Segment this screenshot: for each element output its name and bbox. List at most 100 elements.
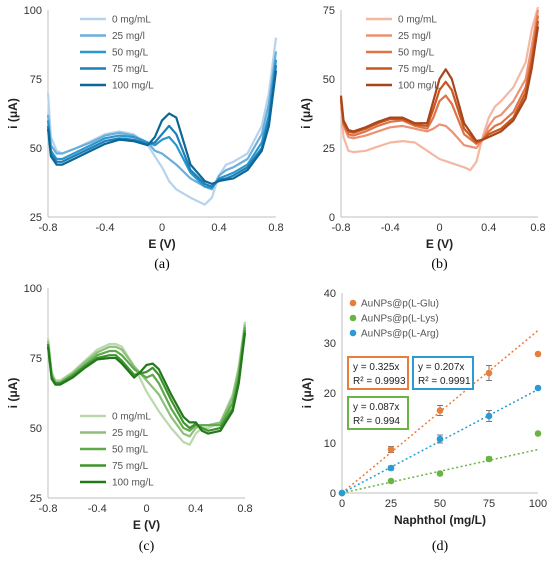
data-point [387, 446, 395, 453]
equation-text: y = 0.207x [418, 362, 464, 373]
x-tick-label: -0.4 [96, 222, 115, 234]
series-line [46, 321, 247, 446]
x-tick-label: -0.4 [381, 222, 400, 234]
series-line [339, 9, 540, 150]
y-tick-label: 75 [30, 74, 42, 86]
data-point [534, 430, 542, 437]
legend-entry: 25 mg/L [112, 428, 149, 439]
legend-entry: AuNPs@p(L-Lys) [361, 314, 439, 325]
legend-entry: 25 mg/l [398, 31, 431, 42]
x-axis-title: Naphthol (mg/L) [394, 513, 486, 527]
y-tick-label: 20 [324, 388, 336, 400]
x-axis-title: E (V) [148, 237, 175, 251]
y-tick-label: 100 [24, 283, 42, 295]
series-line [46, 51, 278, 191]
data-point [485, 412, 493, 420]
legend-entry: 25 mg/l [112, 31, 145, 42]
legend-entry: 100 mg/L [398, 81, 440, 92]
equation-text: y = 0.325x [353, 362, 399, 373]
y-tick-label: 50 [323, 74, 335, 86]
legend-entry: 50 mg/L [112, 445, 149, 456]
series-line [46, 329, 247, 432]
legend-entry: 75 mg/L [112, 461, 149, 472]
data-point [485, 455, 493, 463]
x-tick-label: 0 [159, 222, 165, 234]
series-line [339, 6, 540, 172]
r-squared-text: R² = 0.9991 [418, 376, 471, 387]
y-tick-label: 25 [30, 493, 42, 505]
y-tick-label: 25 [323, 143, 335, 155]
y-axis-title: i (μA) [6, 378, 20, 409]
r-squared-text: R² = 0.9993 [353, 376, 406, 387]
panel-d: 0 25 50 75 100 0 10 20 30 40 Naphthol (mg/L) i (μA)… [300, 288, 547, 554]
x-tick-label: 0.4 [481, 222, 496, 234]
panel-b: -0.8 -0.4 0 0.4 0.8 0 25 50 75 E (V) i (μA) (b) 0 mg… [299, 5, 546, 272]
y-tick-label: 10 [324, 438, 336, 450]
legend-entry: 0 mg/mL [112, 15, 151, 26]
series-line [46, 65, 278, 188]
series-line [46, 59, 278, 190]
series-line [339, 26, 540, 143]
legend-entry: AuNPs@p(L-Arg) [361, 329, 439, 340]
x-axis-title: E (V) [426, 237, 453, 251]
x-tick-label: 0.8 [530, 222, 545, 234]
data-point [436, 407, 444, 414]
y-axis-title: i (μA) [299, 98, 313, 129]
x-tick-label: 50 [434, 498, 446, 510]
series-line [46, 70, 278, 185]
legend-entry: 50 mg/L [112, 48, 149, 59]
equation-box [347, 356, 409, 390]
x-tick-label: 0.4 [188, 503, 203, 515]
x-tick-label: 75 [483, 498, 495, 510]
panel-c: -0.8 -0.4 0 0.4 0.8 25 50 75 100 E (V) i (μA) (c) 0 … [6, 283, 253, 554]
x-axis-title: E (V) [133, 518, 160, 532]
series-line [339, 20, 540, 144]
y-tick-label: 25 [30, 212, 42, 224]
y-tick-label: 0 [329, 212, 335, 224]
y-axis-title: i (μA) [6, 98, 20, 129]
legend-marker [349, 314, 357, 322]
legend-entry: 0 mg/mL [112, 412, 151, 423]
x-tick-label: -0.8 [332, 222, 351, 234]
series-line [339, 15, 540, 145]
data-point [338, 489, 346, 497]
x-tick-label: -0.4 [88, 503, 107, 515]
series-line [46, 332, 247, 435]
x-tick-label: 0.8 [237, 503, 252, 515]
legend-entry: AuNPs@p(L-Glu) [361, 299, 439, 310]
y-tick-label: 75 [30, 353, 42, 365]
x-tick-label: 25 [385, 498, 397, 510]
panel-label: (d) [432, 539, 449, 554]
legend-entry: 75 mg/L [112, 64, 149, 75]
equation-box [412, 356, 474, 390]
data-point [387, 464, 395, 472]
y-axis-title: i (μA) [300, 378, 314, 409]
legend-entry: 50 mg/L [398, 48, 435, 59]
y-tick-label: 40 [324, 288, 336, 300]
x-tick-label: 100 [529, 498, 547, 510]
x-tick-label: 0 [143, 503, 149, 515]
y-tick-label: 30 [324, 338, 336, 350]
r-squared-text: R² = 0.994 [353, 416, 400, 427]
y-tick-label: 100 [24, 5, 42, 17]
legend-marker [349, 299, 357, 307]
y-tick-label: 50 [30, 143, 42, 155]
trend-line [341, 388, 539, 494]
equation-text: y = 0.087x [353, 402, 399, 413]
legend-entry: 75 mg/L [398, 64, 435, 75]
data-point [534, 384, 542, 392]
equation-box [347, 396, 409, 430]
panel-label: (a) [154, 257, 170, 272]
x-tick-label: 0 [436, 222, 442, 234]
x-tick-label: -0.8 [39, 503, 58, 515]
data-point [436, 435, 444, 443]
data-point [534, 350, 542, 358]
y-tick-label: 50 [30, 423, 42, 435]
x-tick-label: -0.8 [39, 222, 58, 234]
x-tick-label: 0 [339, 498, 345, 510]
panel-label: (b) [431, 257, 448, 272]
legend-marker [349, 329, 357, 337]
legend-entry: 0 mg/mL [398, 15, 437, 26]
